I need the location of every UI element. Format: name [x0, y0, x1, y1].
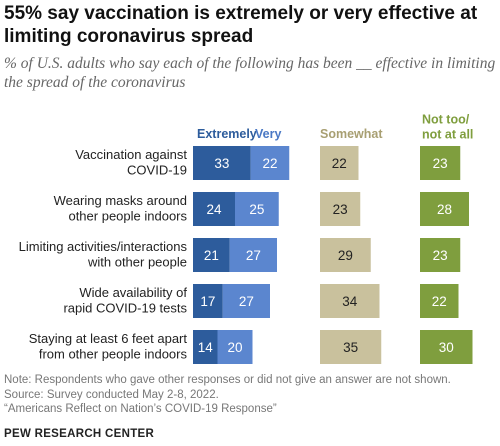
value-label-very: 22 — [262, 156, 277, 171]
bar-extremely — [193, 284, 223, 318]
chart-notes: Note: Respondents who gave other respons… — [4, 373, 496, 417]
bar-somewhat — [320, 330, 382, 364]
value-label-extremely: 24 — [206, 202, 222, 217]
value-label-somewhat: 35 — [343, 340, 358, 355]
value-label-extremely: 33 — [214, 156, 229, 171]
value-label-not-too: 30 — [439, 340, 454, 355]
value-label-extremely: 14 — [198, 340, 214, 355]
category-label: Limiting activities/interactions with oth… — [19, 239, 188, 270]
bar-very — [222, 284, 270, 318]
bar-not-too — [420, 146, 461, 180]
value-label-very: 25 — [249, 202, 264, 217]
bar-extremely — [193, 238, 230, 272]
value-label-very: 27 — [246, 248, 261, 263]
value-label-somewhat: 23 — [333, 202, 348, 217]
bar-extremely — [193, 192, 235, 226]
value-label-extremely: 21 — [204, 248, 219, 263]
value-label-very: 27 — [239, 294, 254, 309]
value-label-very: 20 — [227, 340, 242, 355]
bar-not-too — [420, 238, 461, 272]
value-label-somewhat: 29 — [338, 248, 353, 263]
legend-not-too: Not too/not at all — [422, 113, 473, 142]
category-label: Wearing masks around other people indoors — [54, 193, 188, 224]
value-label-not-too: 28 — [437, 202, 452, 217]
bar-extremely — [193, 146, 251, 180]
chart-subtitle: % of U.S. adults who say each of the fol… — [4, 55, 496, 91]
category-label: Staying at least 6 feet apart from other … — [29, 331, 188, 362]
bar-very — [250, 146, 290, 180]
value-label-somewhat: 34 — [342, 294, 358, 309]
report-text: “Americans Reflect on Nation’s COVID-19 … — [4, 403, 277, 415]
bar-very — [235, 192, 279, 226]
bar-extremely — [193, 330, 218, 364]
chart-title: 55% say vaccination is extremely or very… — [4, 3, 478, 47]
value-label-not-too: 23 — [433, 248, 448, 263]
org-name: PEW RESEARCH CENTER — [4, 428, 155, 440]
legend-very: Very — [255, 127, 281, 141]
bar-somewhat — [320, 146, 359, 180]
category-label: Vaccination against COVID-19 — [75, 147, 187, 178]
bar-somewhat — [320, 238, 371, 272]
note-text: Note: Respondents who gave other respons… — [4, 374, 451, 386]
bar-not-too — [420, 330, 473, 364]
bar-not-too — [420, 284, 459, 318]
bar-very — [217, 330, 253, 364]
source-text: Source: Survey conducted May 2-8, 2022. — [4, 388, 219, 401]
bar-somewhat — [320, 284, 380, 318]
value-label-not-too: 22 — [432, 294, 447, 309]
bar-not-too — [420, 192, 469, 226]
value-label-somewhat: 22 — [332, 156, 347, 171]
bar-very — [229, 238, 277, 272]
bar-somewhat — [320, 192, 361, 226]
value-label-extremely: 17 — [200, 294, 215, 309]
value-label-not-too: 23 — [433, 156, 448, 171]
legend-somewhat: Somewhat — [320, 127, 383, 141]
legend-extremely: Extremely — [197, 127, 257, 141]
category-label: Wide availability of rapid COVID-19 tests — [63, 285, 187, 316]
